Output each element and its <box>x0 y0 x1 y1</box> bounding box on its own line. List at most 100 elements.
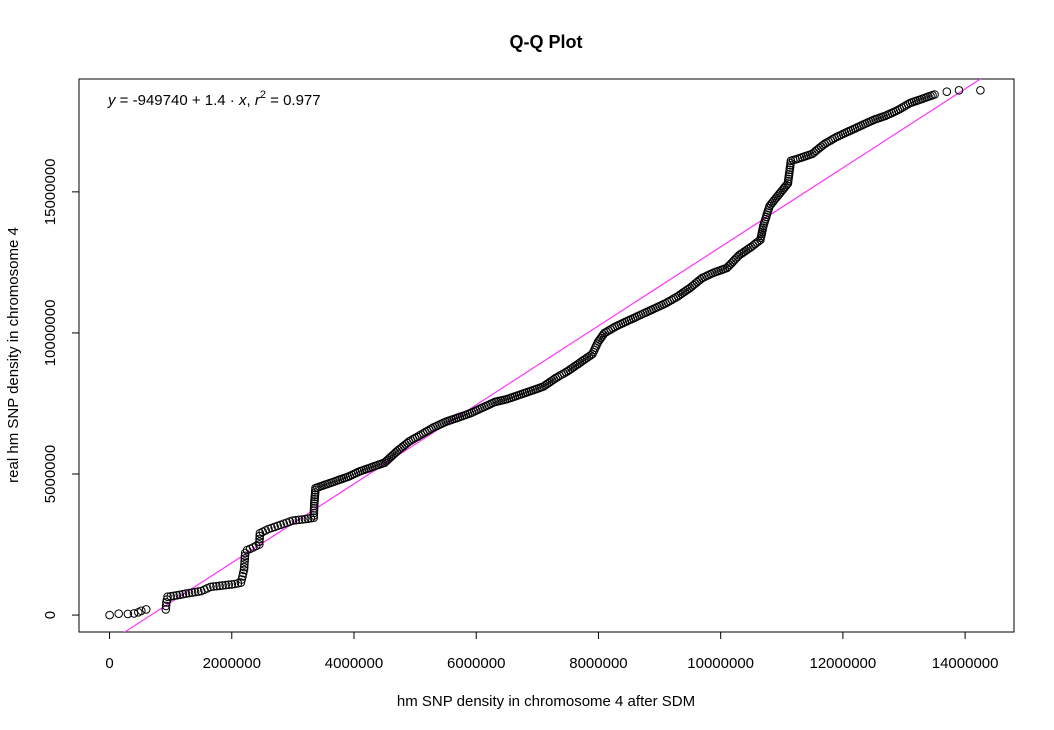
y-tick-label: 0 <box>42 611 59 619</box>
data-point <box>240 560 249 569</box>
data-point <box>238 572 247 581</box>
data-point <box>867 116 876 126</box>
data-point <box>161 601 171 611</box>
data-point <box>221 580 230 590</box>
data-point <box>206 582 215 592</box>
data-point <box>181 589 191 598</box>
y-axis: 0 5000000 10000000 15000000 <box>42 158 80 619</box>
data-point <box>288 516 298 525</box>
x-tick-label: 14000000 <box>932 655 999 672</box>
fit-line-layer <box>123 79 982 632</box>
x-tick-label: 6000000 <box>447 655 505 672</box>
data-point <box>161 605 171 614</box>
data-point <box>306 513 316 523</box>
data-point <box>215 581 224 591</box>
data-point <box>209 582 218 591</box>
data-point <box>309 513 319 523</box>
data-point <box>105 610 114 620</box>
eq-x-var: x <box>238 92 247 109</box>
data-point <box>437 419 446 429</box>
data-point <box>310 488 320 497</box>
data-point <box>236 578 246 587</box>
data-point <box>412 432 422 442</box>
data-point <box>238 568 248 578</box>
data-point <box>187 588 197 597</box>
plot-frame <box>78 78 1015 633</box>
data-point <box>309 501 319 511</box>
data-point <box>255 534 264 544</box>
data-point <box>665 296 675 306</box>
data-point <box>239 565 249 575</box>
regression-line <box>123 79 982 632</box>
chart-title: Q-Q Plot <box>510 32 583 52</box>
data-point <box>166 592 175 601</box>
x-tick-label: 12000000 <box>810 655 877 672</box>
data-point <box>137 606 146 616</box>
data-point <box>954 86 964 95</box>
data-point <box>184 588 194 598</box>
data-point <box>254 540 264 549</box>
data-point <box>240 554 250 563</box>
data-point <box>310 497 319 506</box>
data-point <box>291 515 301 525</box>
data-point <box>227 580 237 589</box>
data-point <box>212 581 221 591</box>
data-point <box>255 537 264 547</box>
data-point <box>724 262 733 271</box>
data-point <box>976 86 985 95</box>
data-point <box>309 504 319 513</box>
x-tick-label: 2000000 <box>203 655 261 672</box>
x-axis-label: hm SNP density in chromosome 4 after SDM <box>397 693 695 710</box>
data-point <box>230 579 240 589</box>
data-point <box>218 581 227 590</box>
data-point <box>193 587 203 596</box>
eq-r-var: r <box>255 92 261 109</box>
data-point <box>389 450 399 459</box>
data-point <box>294 515 304 525</box>
data-point <box>309 508 319 518</box>
data-point <box>391 448 400 458</box>
data-point <box>129 609 139 618</box>
data-point <box>722 263 732 273</box>
data-point <box>114 609 123 619</box>
data-point <box>190 587 200 597</box>
eq-r2-value: 0.977 <box>283 92 321 109</box>
eq-y-var: y <box>107 92 117 109</box>
eq-intercept: -949740 <box>133 92 188 109</box>
x-tick-label: 10000000 <box>687 655 754 672</box>
data-point <box>141 605 151 614</box>
data-point <box>727 259 736 268</box>
data-point <box>300 514 310 524</box>
data-point <box>930 90 939 99</box>
data-point <box>169 591 178 601</box>
data-point <box>731 254 741 263</box>
y-tick-label: 15000000 <box>42 158 59 225</box>
data-point <box>725 260 735 270</box>
data-point <box>239 562 249 572</box>
data-point <box>163 592 172 602</box>
x-tick-label: 8000000 <box>569 655 627 672</box>
data-point <box>942 87 952 96</box>
x-tick-label: 4000000 <box>325 655 383 672</box>
y-tick-label: 5000000 <box>42 445 59 503</box>
x-tick-label: 0 <box>105 655 113 672</box>
data-point <box>782 180 791 190</box>
data-point <box>237 575 246 584</box>
data-point <box>730 255 739 265</box>
points-layer <box>105 86 985 620</box>
x-axis: 0 2000000 4000000 6000000 8000000 10000000 120… <box>105 631 999 672</box>
data-point <box>240 557 249 566</box>
data-point <box>903 99 913 109</box>
eq-r-exponent: 2 <box>260 89 266 101</box>
data-point <box>123 609 133 619</box>
data-point <box>240 551 250 561</box>
data-point <box>728 257 738 267</box>
data-point <box>224 580 233 590</box>
y-axis-label: real hm SNP density in chromosome 4 <box>5 227 22 483</box>
data-point <box>178 589 188 599</box>
data-point <box>175 590 185 600</box>
data-point <box>240 548 250 558</box>
data-point <box>172 591 182 600</box>
regression-equation: y = -949740 + 1.4 · x, r2 = 0.977 <box>107 89 321 109</box>
